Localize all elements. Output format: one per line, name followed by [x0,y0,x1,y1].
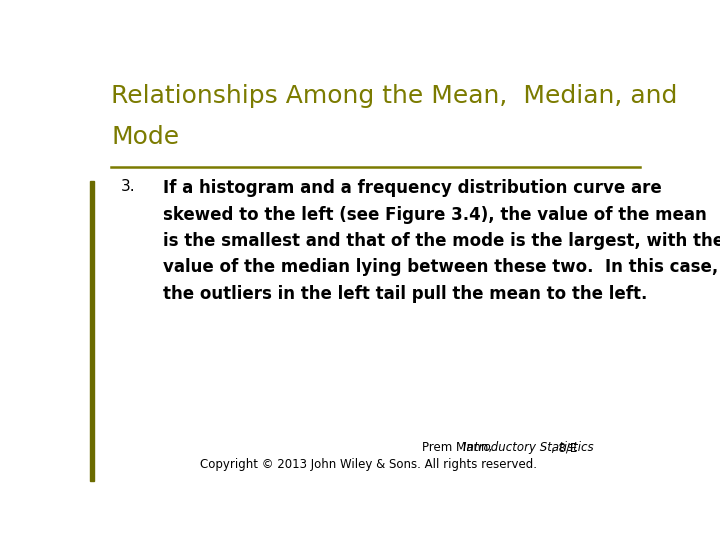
Text: Prem Mann,: Prem Mann, [422,441,496,454]
Text: 3.: 3. [121,179,135,194]
Text: Mode: Mode [111,125,179,149]
Text: Copyright © 2013 John Wiley & Sons. All rights reserved.: Copyright © 2013 John Wiley & Sons. All … [200,458,538,471]
Text: If a histogram and a frequency distribution curve are
skewed to the left (see Fi: If a histogram and a frequency distribut… [163,179,720,303]
Text: Introductory Statistics: Introductory Statistics [463,441,593,454]
Text: Relationships Among the Mean,  Median, and: Relationships Among the Mean, Median, an… [111,84,678,107]
Bar [90,181,94,481]
Text: , 8/E: , 8/E [551,441,577,454]
